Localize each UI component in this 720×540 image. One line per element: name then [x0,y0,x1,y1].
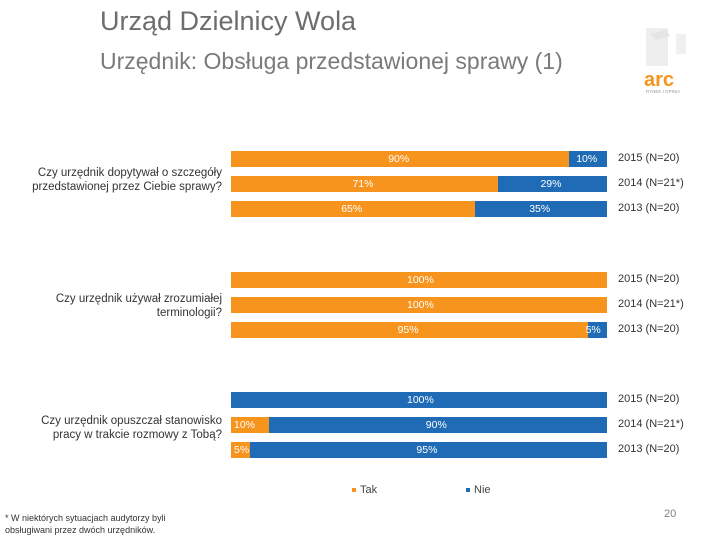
year-label: 2014 (N=21*) [618,298,684,310]
page-title: Urząd Dzielnicy Wola [100,6,357,36]
question-label: Czy urzędnik opuszczał stanowisko pracy … [41,415,222,441]
arc-logo: arc RYNEK I OPINIA [644,28,686,94]
bar-tak [231,176,498,192]
data-label-tak: 100% [407,299,434,311]
bar-nie [249,442,607,458]
data-label-nie: 90% [425,419,447,431]
bar-nie [569,151,607,167]
data-label-tak: 90% [388,153,410,165]
legend-swatch-nie [466,488,470,493]
data-label-tak: 5% [234,444,250,456]
data-label-tak: 95% [397,324,419,336]
bar-tak [231,151,570,167]
page-subtitle: Urzędnik: Obsługa przedstawionej sprawy … [100,48,563,74]
bar-tak [231,322,589,338]
data-label-tak: 100% [407,274,434,286]
bar-nie [475,201,607,217]
bar-tak [231,442,250,458]
data-label-nie: 5% [585,324,601,336]
bar-nie [497,176,607,192]
data-label-nie: 29% [540,178,562,190]
bar-nie [588,322,607,338]
data-label-tak: 10% [234,419,256,431]
data-label-nie: 10% [576,153,598,165]
logo-tagline: RYNEK I OPINIA [646,89,680,94]
year-label: 2013 (N=20) [618,202,680,214]
year-label: 2015 (N=20) [618,152,680,164]
question-label: Czy urzędnik dopytywał o szczegóły przed… [32,167,222,193]
data-label-tak: 71% [352,178,374,190]
year-label: 2013 (N=20) [618,323,680,335]
year-label: 2013 (N=20) [618,443,680,455]
question-label: Czy urzędnik używał zrozumiałej terminol… [55,293,222,319]
page-number: 20 [664,508,677,520]
footnote: * W niektórych sytuacjach audytorzy byli… [5,513,166,535]
bar-nie [268,417,607,433]
year-label: 2015 (N=20) [618,393,680,405]
year-label: 2014 (N=21*) [618,177,684,189]
legend-item-tak: Tak [352,484,377,496]
legend-item-nie: Nie [466,484,491,496]
data-label-nie: 35% [529,203,551,215]
data-label-nie: 95% [416,444,438,456]
legend-label-nie: Nie [474,484,491,496]
data-label-nie: 100% [407,394,434,406]
legend-label-tak: Tak [360,484,378,496]
year-label: 2015 (N=20) [618,273,680,285]
bar-tak [231,297,607,313]
year-label: 2014 (N=21*) [618,418,684,430]
logo-text: arc [644,69,674,91]
data-label-tak: 65% [341,203,363,215]
bar-tak [231,417,269,433]
bar-nie [231,392,607,408]
bar-tak [231,272,607,288]
legend-swatch-tak [352,488,356,493]
bar-tak [231,201,476,217]
